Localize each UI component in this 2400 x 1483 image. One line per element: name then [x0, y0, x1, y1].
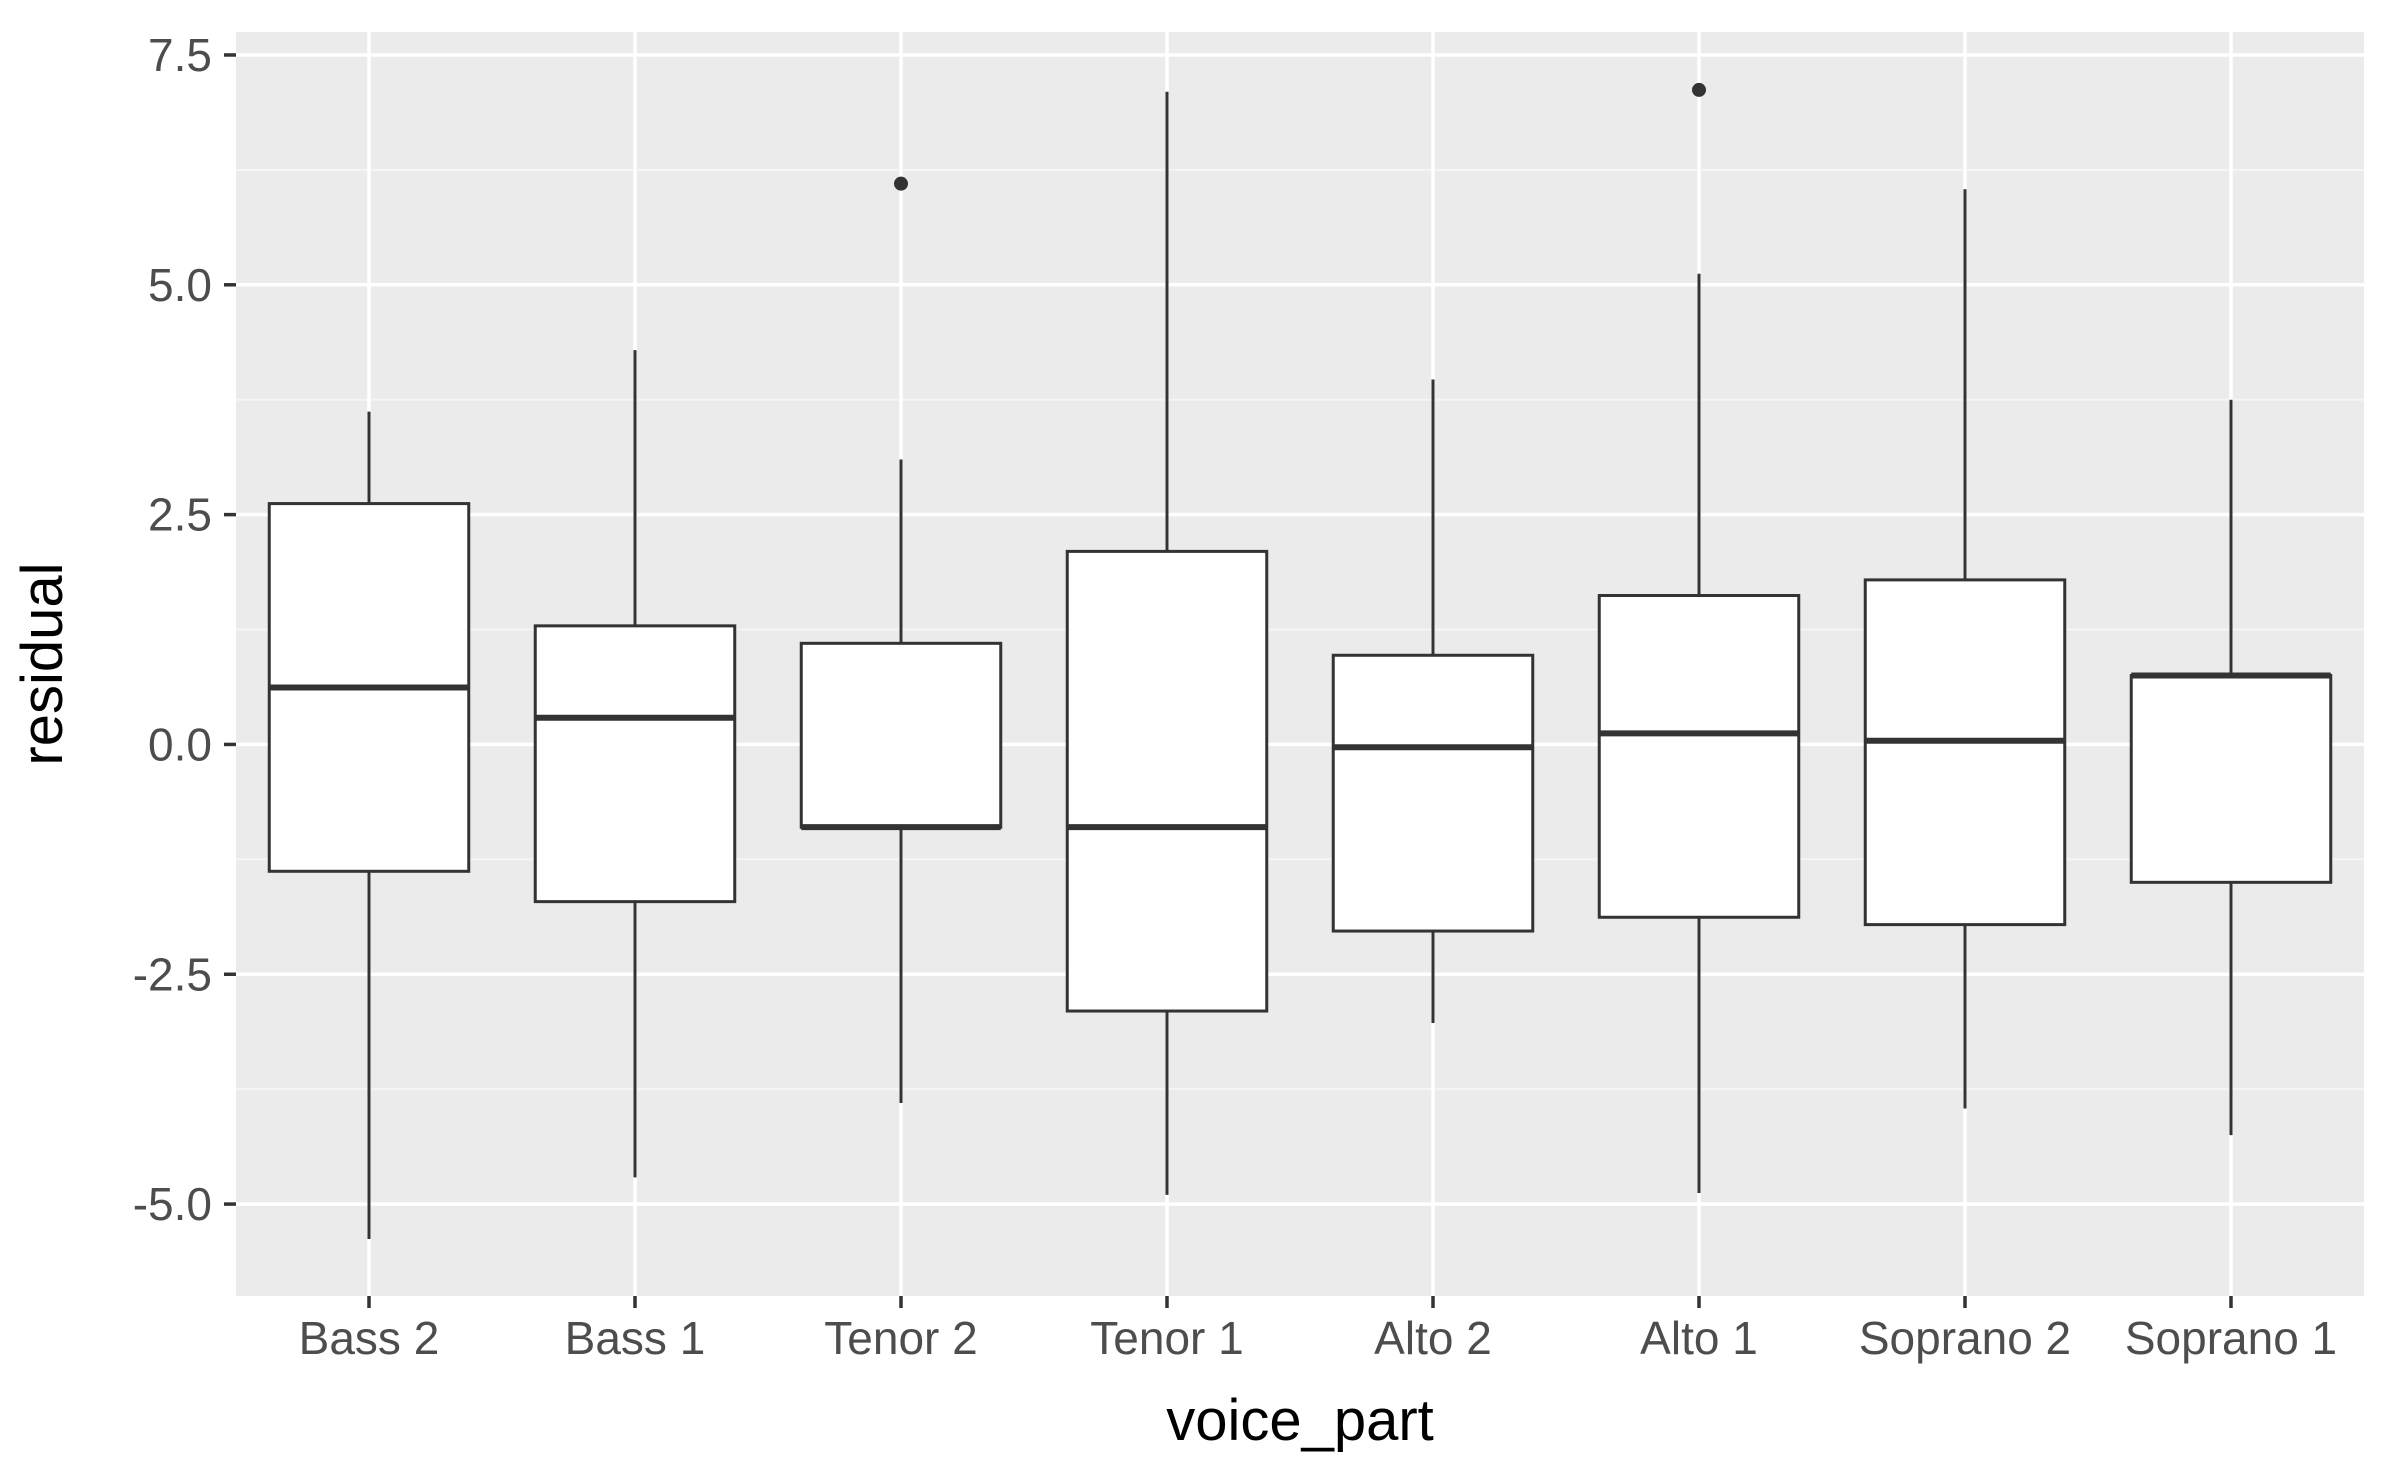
box-soprano-1	[2129, 399, 2333, 1136]
x-tick-label: Tenor 2	[824, 1312, 977, 1364]
y-tick-label: 2.5	[148, 489, 212, 541]
x-tick-label: Soprano 1	[2125, 1312, 2337, 1364]
x-axis: Bass 2 Bass 1 Tenor 2 Tenor 1 Alto 2 Alto 1 So…	[299, 1296, 2337, 1364]
box-bass-2	[267, 411, 471, 1240]
y-tick-label: 5.0	[148, 259, 212, 311]
x-tick-label: Tenor 1	[1090, 1312, 1243, 1364]
box-iqr	[799, 641, 1003, 829]
box-iqr	[2129, 673, 2333, 884]
x-axis-title: voice_part	[1166, 1388, 1434, 1453]
box-bass-1	[533, 350, 737, 1178]
y-tick-label: 7.5	[148, 29, 212, 81]
box-series	[267, 82, 2333, 1240]
box-soprano-2	[1863, 189, 2067, 1109]
x-tick-label: Bass 1	[565, 1312, 706, 1364]
outlier-point	[894, 176, 908, 191]
y-axis: -5.0 -2.5 0.0 2.5 5.0 7.5	[133, 29, 236, 1230]
y-tick-label: 0.0	[148, 718, 212, 770]
box-alto-2	[1331, 379, 1535, 1023]
y-tick-label: -2.5	[133, 948, 212, 1000]
box-iqr	[1065, 549, 1269, 1013]
x-tick-label: Soprano 2	[1859, 1312, 2071, 1364]
box-alto-1	[1597, 82, 1801, 1194]
x-tick-label: Alto 1	[1640, 1312, 1758, 1364]
x-tick-label: Bass 2	[299, 1312, 440, 1364]
box-iqr	[1863, 578, 2067, 927]
x-tick-label: Alto 2	[1374, 1312, 1492, 1364]
box-iqr	[533, 624, 737, 904]
box-iqr	[1597, 594, 1801, 919]
y-axis-title: residual	[10, 562, 75, 765]
box-iqr	[1331, 653, 1535, 933]
box-tenor-2	[799, 176, 1003, 1103]
outlier-point	[1692, 82, 1706, 97]
y-tick-label: -5.0	[133, 1178, 212, 1230]
box-tenor-1	[1065, 91, 1269, 1195]
